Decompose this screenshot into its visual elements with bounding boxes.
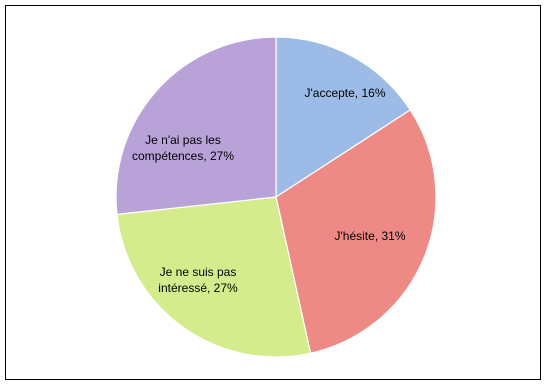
pie-slice-label-line: intéressé, 27% [158, 281, 238, 295]
pie-slice-label-line: Je ne suis pas [160, 265, 237, 279]
pie-slice-4 [115, 36, 277, 216]
pie-slice-label-2: J'hésite, 31% [335, 229, 406, 243]
pie-slice-1 [275, 36, 412, 199]
pie-slice-2 [275, 109, 437, 354]
pie-slice-label-3: Je ne suis pas intéressé, 27% [158, 265, 238, 295]
pie-slice-label-line: J'hésite, 31% [335, 229, 406, 243]
pie-slice-3 [116, 196, 312, 358]
pie-slice-label-line: J'accepte, 16% [304, 86, 385, 100]
pie-slices [115, 36, 437, 358]
pie-labels: J'accepte, 16% J'hésite, 31% Je ne suis pa… [132, 86, 406, 295]
pie-slice-label-4: Je n'ai pas les compétences, 27% [132, 133, 234, 163]
pie-slice-label-line: Je n'ai pas les [145, 133, 221, 147]
pie-slice-label-line: compétences, 27% [132, 149, 234, 163]
pie-slice-label-1: J'accepte, 16% [304, 86, 385, 100]
